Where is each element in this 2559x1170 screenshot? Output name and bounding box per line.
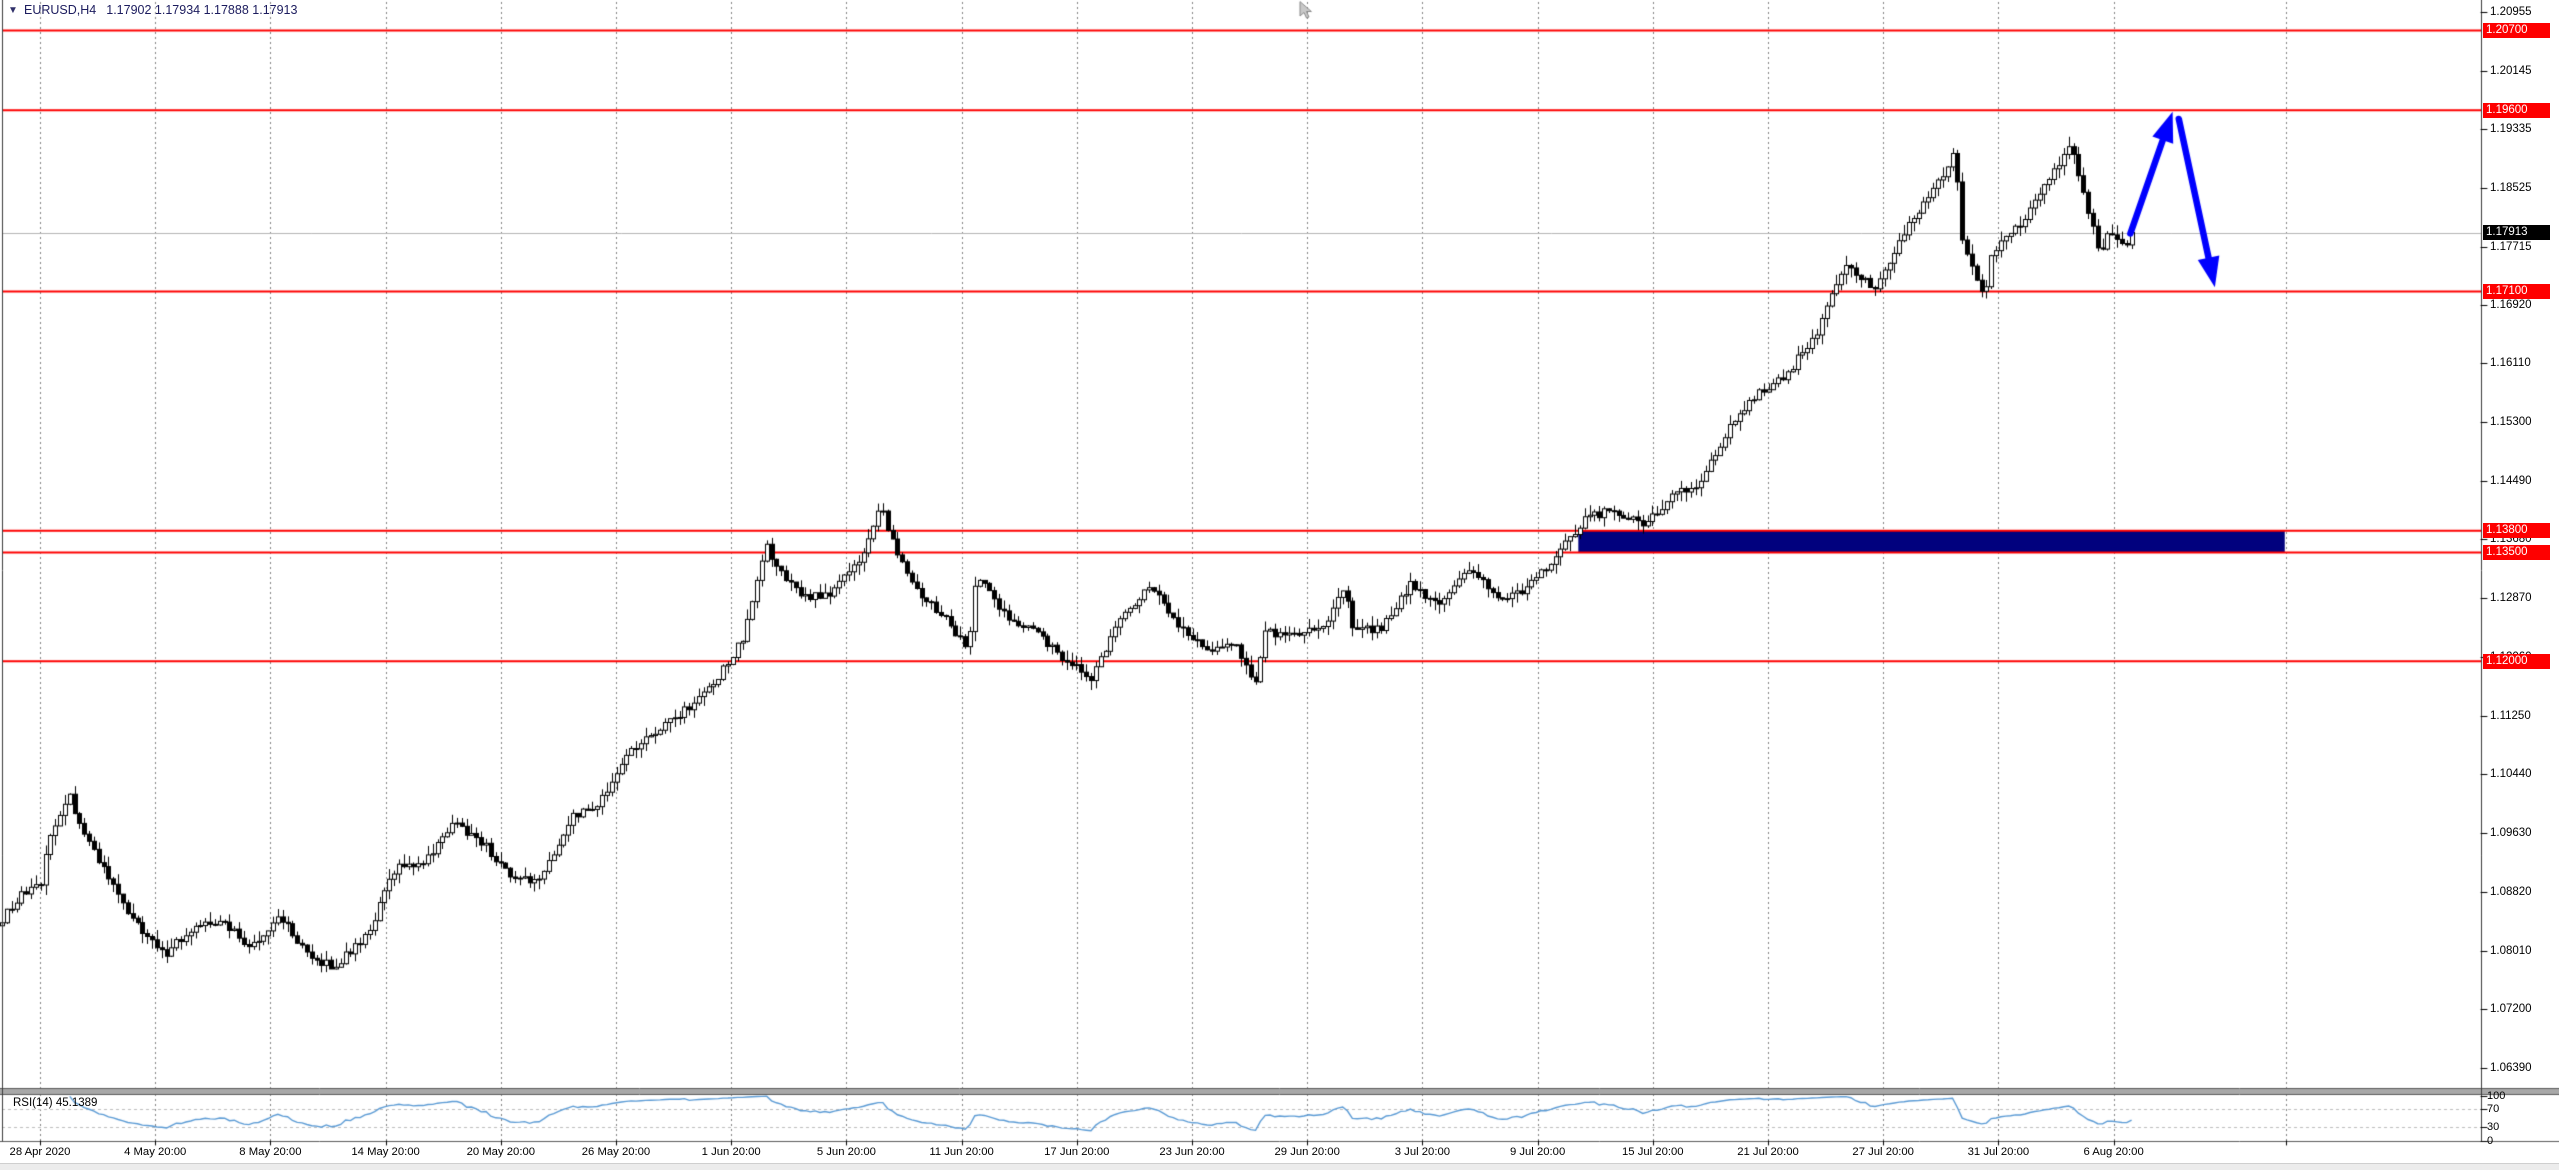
date-label: 9 Jul 20:00	[1509, 1146, 1566, 1158]
price-tick-label: 1.14490	[2490, 474, 2532, 487]
date-label: 31 Jul 20:00	[1967, 1146, 2030, 1158]
rsi-scale-label: 100	[2487, 1089, 2506, 1102]
date-label: 15 Jul 20:00	[1622, 1146, 1684, 1158]
price-level-badge: 1.13800	[2483, 523, 2550, 539]
date-label: 27 Jul 20:00	[1852, 1146, 1914, 1158]
price-tick-label: 1.20145	[2490, 64, 2532, 77]
rsi-indicator-label: RSI(14) 45.1389	[13, 1097, 98, 1109]
price-tick-label: 1.08010	[2490, 944, 2532, 957]
date-label: 17 Jun 20:00	[1044, 1146, 1110, 1158]
price-tick-label: 1.08820	[2490, 885, 2532, 898]
price-tick-label: 1.19335	[2490, 123, 2532, 136]
price-tick-label: 1.11250	[2490, 709, 2531, 722]
date-label: 28 Apr 2020	[9, 1146, 71, 1158]
window-bottom-strip	[0, 1163, 2559, 1170]
price-tick-label: 1.09630	[2490, 827, 2532, 840]
rsi-value: 45.1389	[55, 1097, 98, 1109]
date-label: 3 Jul 20:00	[1394, 1146, 1451, 1158]
price-tick-label: 1.16920	[2490, 298, 2532, 311]
date-label: 4 May 20:00	[124, 1146, 187, 1158]
symbol-dropdown-icon[interactable]: ▼	[8, 5, 18, 16]
price-tick-label: 1.15300	[2490, 415, 2532, 428]
price-tick-label: 1.16110	[2490, 357, 2531, 370]
symbol-period-label: EURUSD,H4	[24, 3, 97, 17]
quote-open: 1.17902	[106, 3, 152, 17]
price-level-badge: 1.13500	[2483, 544, 2550, 560]
rsi-scale-label: 70	[2487, 1103, 2500, 1115]
price-tick-label: 1.17715	[2490, 240, 2532, 253]
date-label: 1 Jun 20:00	[701, 1146, 761, 1158]
date-label: 14 May 20:00	[351, 1146, 420, 1158]
price-level-badge: 1.17100	[2483, 283, 2550, 299]
rsi-scale-label: 30	[2487, 1121, 2500, 1133]
date-label: 26 May 20:00	[581, 1146, 651, 1158]
price-level-badge: 1.12000	[2483, 653, 2550, 669]
price-tick-label: 1.20955	[2490, 6, 2532, 18]
price-tick-label: 1.18525	[2490, 182, 2532, 195]
quote-close: 1.17913	[252, 3, 298, 17]
date-label: 11 Jun 20:00	[929, 1146, 994, 1158]
price-tick-label: 1.07200	[2490, 1003, 2532, 1016]
rsi-scale-label: 0	[2487, 1134, 2494, 1147]
price-tick-label: 1.10440	[2490, 768, 2532, 781]
quote-low: 1.17888	[203, 3, 249, 17]
date-label: 21 Jul 20:00	[1737, 1146, 1799, 1158]
date-label: 8 May 20:00	[239, 1146, 302, 1158]
chart-title: EURUSD,H4 1.17902 1.17934 1.17888 1.17913	[24, 3, 297, 17]
date-label: 5 Jun 20:00	[816, 1146, 876, 1158]
date-label: 29 Jun 20:00	[1274, 1146, 1340, 1158]
current-price-badge: 1.17913	[2483, 225, 2550, 241]
quote-high: 1.17934	[154, 3, 201, 17]
price-tick-label: 1.06390	[2490, 1061, 2532, 1074]
price-tick-label: 1.12870	[2490, 592, 2532, 605]
price-level-badge: 1.19600	[2483, 102, 2550, 118]
date-label: 23 Jun 20:00	[1159, 1146, 1225, 1158]
date-label: 6 Aug 20:00	[2083, 1146, 2144, 1158]
date-label: 20 May 20:00	[466, 1146, 536, 1158]
price-level-badge: 1.20700	[2483, 22, 2550, 38]
